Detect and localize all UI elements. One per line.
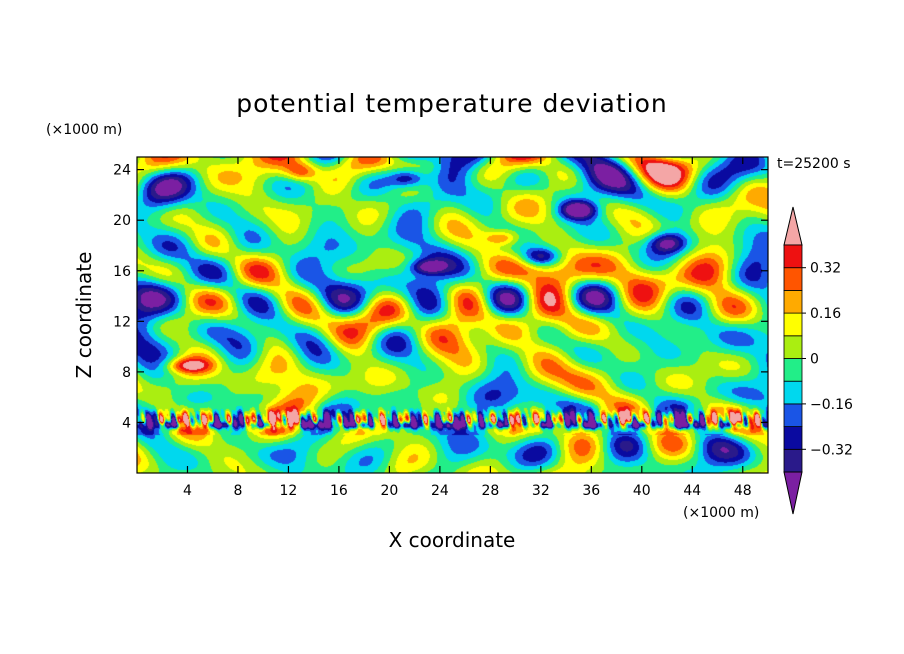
x-tick-label: 16 <box>330 483 348 499</box>
colorbar-band <box>783 448 803 473</box>
colorbar-band <box>783 403 803 427</box>
x-tick-label: 12 <box>280 483 298 499</box>
colorbar-label: −0.16 <box>810 397 853 413</box>
x-tick-label: 36 <box>582 483 600 499</box>
y-axis: 4 8 12 16 20 24 <box>113 163 768 431</box>
time-label: t=25200 s <box>777 156 851 172</box>
colorbar-label: 0 <box>810 352 819 368</box>
y-tick-label: 16 <box>113 264 131 280</box>
colorbar-band <box>783 267 803 291</box>
colorbar-band <box>783 244 803 269</box>
z-unit-label: (×1000 m) <box>46 122 122 138</box>
y-tick-label: 12 <box>113 314 131 330</box>
x-tick-label: 48 <box>734 483 752 499</box>
colorbar-band <box>783 380 803 405</box>
x-tick-label: 44 <box>683 483 701 499</box>
colorbar-band <box>783 358 803 382</box>
chart-title: potential temperature deviation <box>236 89 667 118</box>
colorbar-max-triangle <box>783 206 803 246</box>
colorbar-band <box>783 312 803 337</box>
x-tick-label: 20 <box>380 483 398 499</box>
contour-field <box>137 157 768 473</box>
colorbar-min-triangle <box>783 471 803 515</box>
x-tick-label: 32 <box>532 483 550 499</box>
x-axis-label: X coordinate <box>389 528 516 552</box>
colorbar-band <box>783 335 803 359</box>
colorbar-band <box>783 289 803 314</box>
x-tick-label: 4 <box>183 483 192 499</box>
x-tick-label: 40 <box>633 483 651 499</box>
x-axis: 4 8 12 16 20 24 28 32 36 40 44 48 <box>183 157 752 499</box>
y-tick-label: 24 <box>113 163 131 179</box>
x-tick-label: 8 <box>233 483 242 499</box>
x-tick-label: 28 <box>481 483 499 499</box>
colorbar-label: 0.32 <box>810 261 841 277</box>
y-tick-label: 4 <box>122 415 131 431</box>
colorbar: 0.32 0.16 0 −0.16 −0.32 <box>783 206 853 515</box>
x-unit-label: (×1000 m) <box>683 505 759 521</box>
colorbar-band <box>783 426 803 450</box>
x-tick-label: 24 <box>431 483 449 499</box>
colorbar-label: 0.16 <box>810 306 841 322</box>
colorbar-label: −0.32 <box>810 442 853 458</box>
plot-frame <box>136 156 769 474</box>
y-axis-label: Z coordinate <box>72 252 96 379</box>
y-tick-label: 8 <box>122 365 131 381</box>
y-tick-label: 20 <box>113 213 131 229</box>
plot-area <box>136 156 769 474</box>
